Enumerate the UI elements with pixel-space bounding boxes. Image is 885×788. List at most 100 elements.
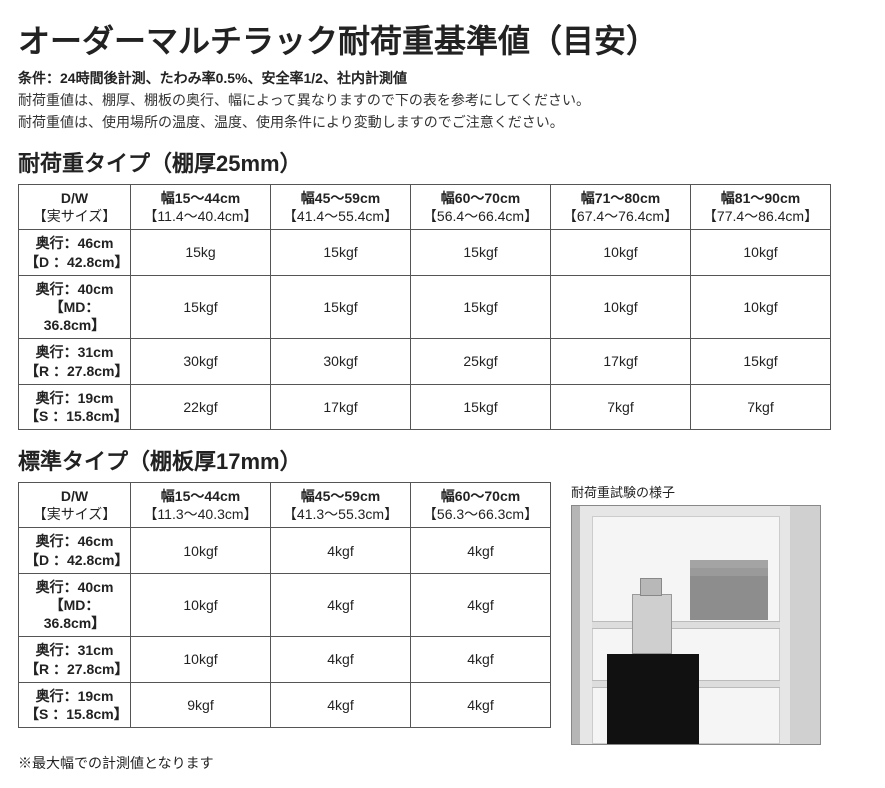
row-h2: 【S ：15.8cm】 xyxy=(25,407,124,425)
cell: 7kgf xyxy=(691,384,831,429)
col-l2: 【11.3～40.3cm】 xyxy=(137,505,264,523)
cell: 10kgf xyxy=(691,275,831,339)
cell: 15kgf xyxy=(271,230,411,275)
table-row: 奥行：19cm 【S ：15.8cm】 22kgf 17kgf 15kgf 7k… xyxy=(19,384,831,429)
cell: 10kgf xyxy=(131,637,271,682)
cell: 15kgf xyxy=(691,339,831,384)
condition-line: 条件：24時間後計測、たわみ率0.5%、安全率1/2、社内計測値 xyxy=(18,68,867,88)
section2-heading: 標準タイプ（棚板厚17mm） xyxy=(18,444,867,476)
table-row: 奥行：31cm 【R ：27.8cm】 10kgf 4kgf 4kgf xyxy=(19,637,551,682)
cell: 30kgf xyxy=(131,339,271,384)
footnote: ※最大幅での計測値となります xyxy=(18,753,867,773)
row-h1: 奥行：46cm xyxy=(25,234,124,252)
col-w1: 幅15～44cm 【11.3～40.3cm】 xyxy=(131,483,271,528)
table-header-row: D/W 【実サイズ】 幅15～44cm 【11.4～40.4cm】 幅45～59… xyxy=(19,185,831,230)
col-l1: 幅60～70cm xyxy=(417,487,544,505)
cell: 10kgf xyxy=(131,573,271,637)
row-depth: 奥行：19cm 【S ：15.8cm】 xyxy=(19,384,131,429)
col-l2: 【11.4～40.4cm】 xyxy=(137,207,264,225)
row-h2: 【R ：27.8cm】 xyxy=(25,362,124,380)
photo-caption: 耐荷重試験の様子 xyxy=(571,482,821,501)
row-h1: 奥行：46cm xyxy=(25,532,124,550)
cell: 4kgf xyxy=(411,682,551,727)
row-h1: 奥行：40cm xyxy=(25,280,124,298)
row-h2: 【MD：36.8cm】 xyxy=(25,596,124,632)
row-h1: 奥行：19cm xyxy=(25,687,124,705)
table-header-row: D/W 【実サイズ】 幅15～44cm 【11.3～40.3cm】 幅45～59… xyxy=(19,483,551,528)
row-depth: 奥行：19cm 【S ：15.8cm】 xyxy=(19,682,131,727)
row-h2: 【MD：36.8cm】 xyxy=(25,298,124,334)
cell: 15kg xyxy=(131,230,271,275)
col-l1: 幅81～90cm xyxy=(697,189,824,207)
note-line-2: 耐荷重値は、使用場所の温度、温度、使用条件により変動しますのでご注意ください。 xyxy=(18,112,867,132)
col-l1: 幅15～44cm xyxy=(137,487,264,505)
load-test-photo-block: 耐荷重試験の様子 xyxy=(571,482,821,745)
col-w3: 幅60～70cm 【56.3～66.3cm】 xyxy=(411,483,551,528)
row-depth: 奥行：31cm 【R ：27.8cm】 xyxy=(19,637,131,682)
cell: 15kgf xyxy=(271,275,411,339)
col-l1: 幅15～44cm xyxy=(137,189,264,207)
cell: 4kgf xyxy=(271,573,411,637)
cell: 9kgf xyxy=(131,682,271,727)
col-l1: 幅45～59cm xyxy=(277,487,404,505)
cell: 15kgf xyxy=(131,275,271,339)
row-h2: 【D ：42.8cm】 xyxy=(25,551,124,569)
table-row: 奥行：40cm 【MD：36.8cm】 15kgf 15kgf 15kgf 10… xyxy=(19,275,831,339)
row-h1: 奥行：40cm xyxy=(25,578,124,596)
col-l2: 【実サイズ】 xyxy=(25,505,124,523)
table-row: 奥行：19cm 【S ：15.8cm】 9kgf 4kgf 4kgf xyxy=(19,682,551,727)
col-l2: 【実サイズ】 xyxy=(25,207,124,225)
row-h2: 【D ：42.8cm】 xyxy=(25,253,124,271)
cell: 4kgf xyxy=(411,637,551,682)
table-row: 奥行：46cm 【D ：42.8cm】 15kg 15kgf 15kgf 10k… xyxy=(19,230,831,275)
table-heavy-type: D/W 【実サイズ】 幅15～44cm 【11.4～40.4cm】 幅45～59… xyxy=(18,184,831,430)
row-h1: 奥行：31cm xyxy=(25,641,124,659)
cell: 17kgf xyxy=(551,339,691,384)
col-w4: 幅71～80cm 【67.4～76.4cm】 xyxy=(551,185,691,230)
cell: 4kgf xyxy=(271,682,411,727)
cell: 22kgf xyxy=(131,384,271,429)
table-row: 奥行：31cm 【R ：27.8cm】 30kgf 30kgf 25kgf 17… xyxy=(19,339,831,384)
row-h1: 奥行：31cm xyxy=(25,343,124,361)
cell: 17kgf xyxy=(271,384,411,429)
col-w3: 幅60～70cm 【56.4～66.4cm】 xyxy=(411,185,551,230)
row-depth: 奥行：40cm 【MD：36.8cm】 xyxy=(19,573,131,637)
cell: 10kgf xyxy=(551,230,691,275)
cell: 10kgf xyxy=(551,275,691,339)
col-dw: D/W 【実サイズ】 xyxy=(19,483,131,528)
col-l2: 【41.4～55.4cm】 xyxy=(277,207,404,225)
cell: 4kgf xyxy=(271,528,411,573)
col-w5: 幅81～90cm 【77.4～86.4cm】 xyxy=(691,185,831,230)
cell: 4kgf xyxy=(411,573,551,637)
col-l2: 【56.4～66.4cm】 xyxy=(417,207,544,225)
col-l2: 【67.4～76.4cm】 xyxy=(557,207,684,225)
row-h1: 奥行：19cm xyxy=(25,389,124,407)
cell: 7kgf xyxy=(551,384,691,429)
row-depth: 奥行：46cm 【D ：42.8cm】 xyxy=(19,528,131,573)
table-standard-type: D/W 【実サイズ】 幅15～44cm 【11.3～40.3cm】 幅45～59… xyxy=(18,482,551,728)
row-depth: 奥行：40cm 【MD：36.8cm】 xyxy=(19,275,131,339)
cell: 4kgf xyxy=(411,528,551,573)
section1-heading: 耐荷重タイプ（棚厚25mm） xyxy=(18,146,867,178)
row-depth: 奥行：31cm 【R ：27.8cm】 xyxy=(19,339,131,384)
col-w1: 幅15～44cm 【11.4～40.4cm】 xyxy=(131,185,271,230)
col-w2: 幅45～59cm 【41.3～55.3cm】 xyxy=(271,483,411,528)
note-line-1: 耐荷重値は、棚厚、棚板の奥行、幅によって異なりますので下の表を参考にしてください… xyxy=(18,90,867,110)
cell: 15kgf xyxy=(411,275,551,339)
cell: 25kgf xyxy=(411,339,551,384)
col-l2: 【77.4～86.4cm】 xyxy=(697,207,824,225)
col-l1: 幅45～59cm xyxy=(277,189,404,207)
col-w2: 幅45～59cm 【41.4～55.4cm】 xyxy=(271,185,411,230)
col-dw: D/W 【実サイズ】 xyxy=(19,185,131,230)
row-h2: 【S ：15.8cm】 xyxy=(25,705,124,723)
col-l1: D/W xyxy=(25,189,124,207)
col-l1: 幅71～80cm xyxy=(557,189,684,207)
table-row: 奥行：40cm 【MD：36.8cm】 10kgf 4kgf 4kgf xyxy=(19,573,551,637)
col-l2: 【56.3～66.3cm】 xyxy=(417,505,544,523)
col-l1: D/W xyxy=(25,487,124,505)
table-row: 奥行：46cm 【D ：42.8cm】 10kgf 4kgf 4kgf xyxy=(19,528,551,573)
cell: 15kgf xyxy=(411,384,551,429)
col-l1: 幅60～70cm xyxy=(417,189,544,207)
cell: 30kgf xyxy=(271,339,411,384)
load-test-photo xyxy=(571,505,821,745)
